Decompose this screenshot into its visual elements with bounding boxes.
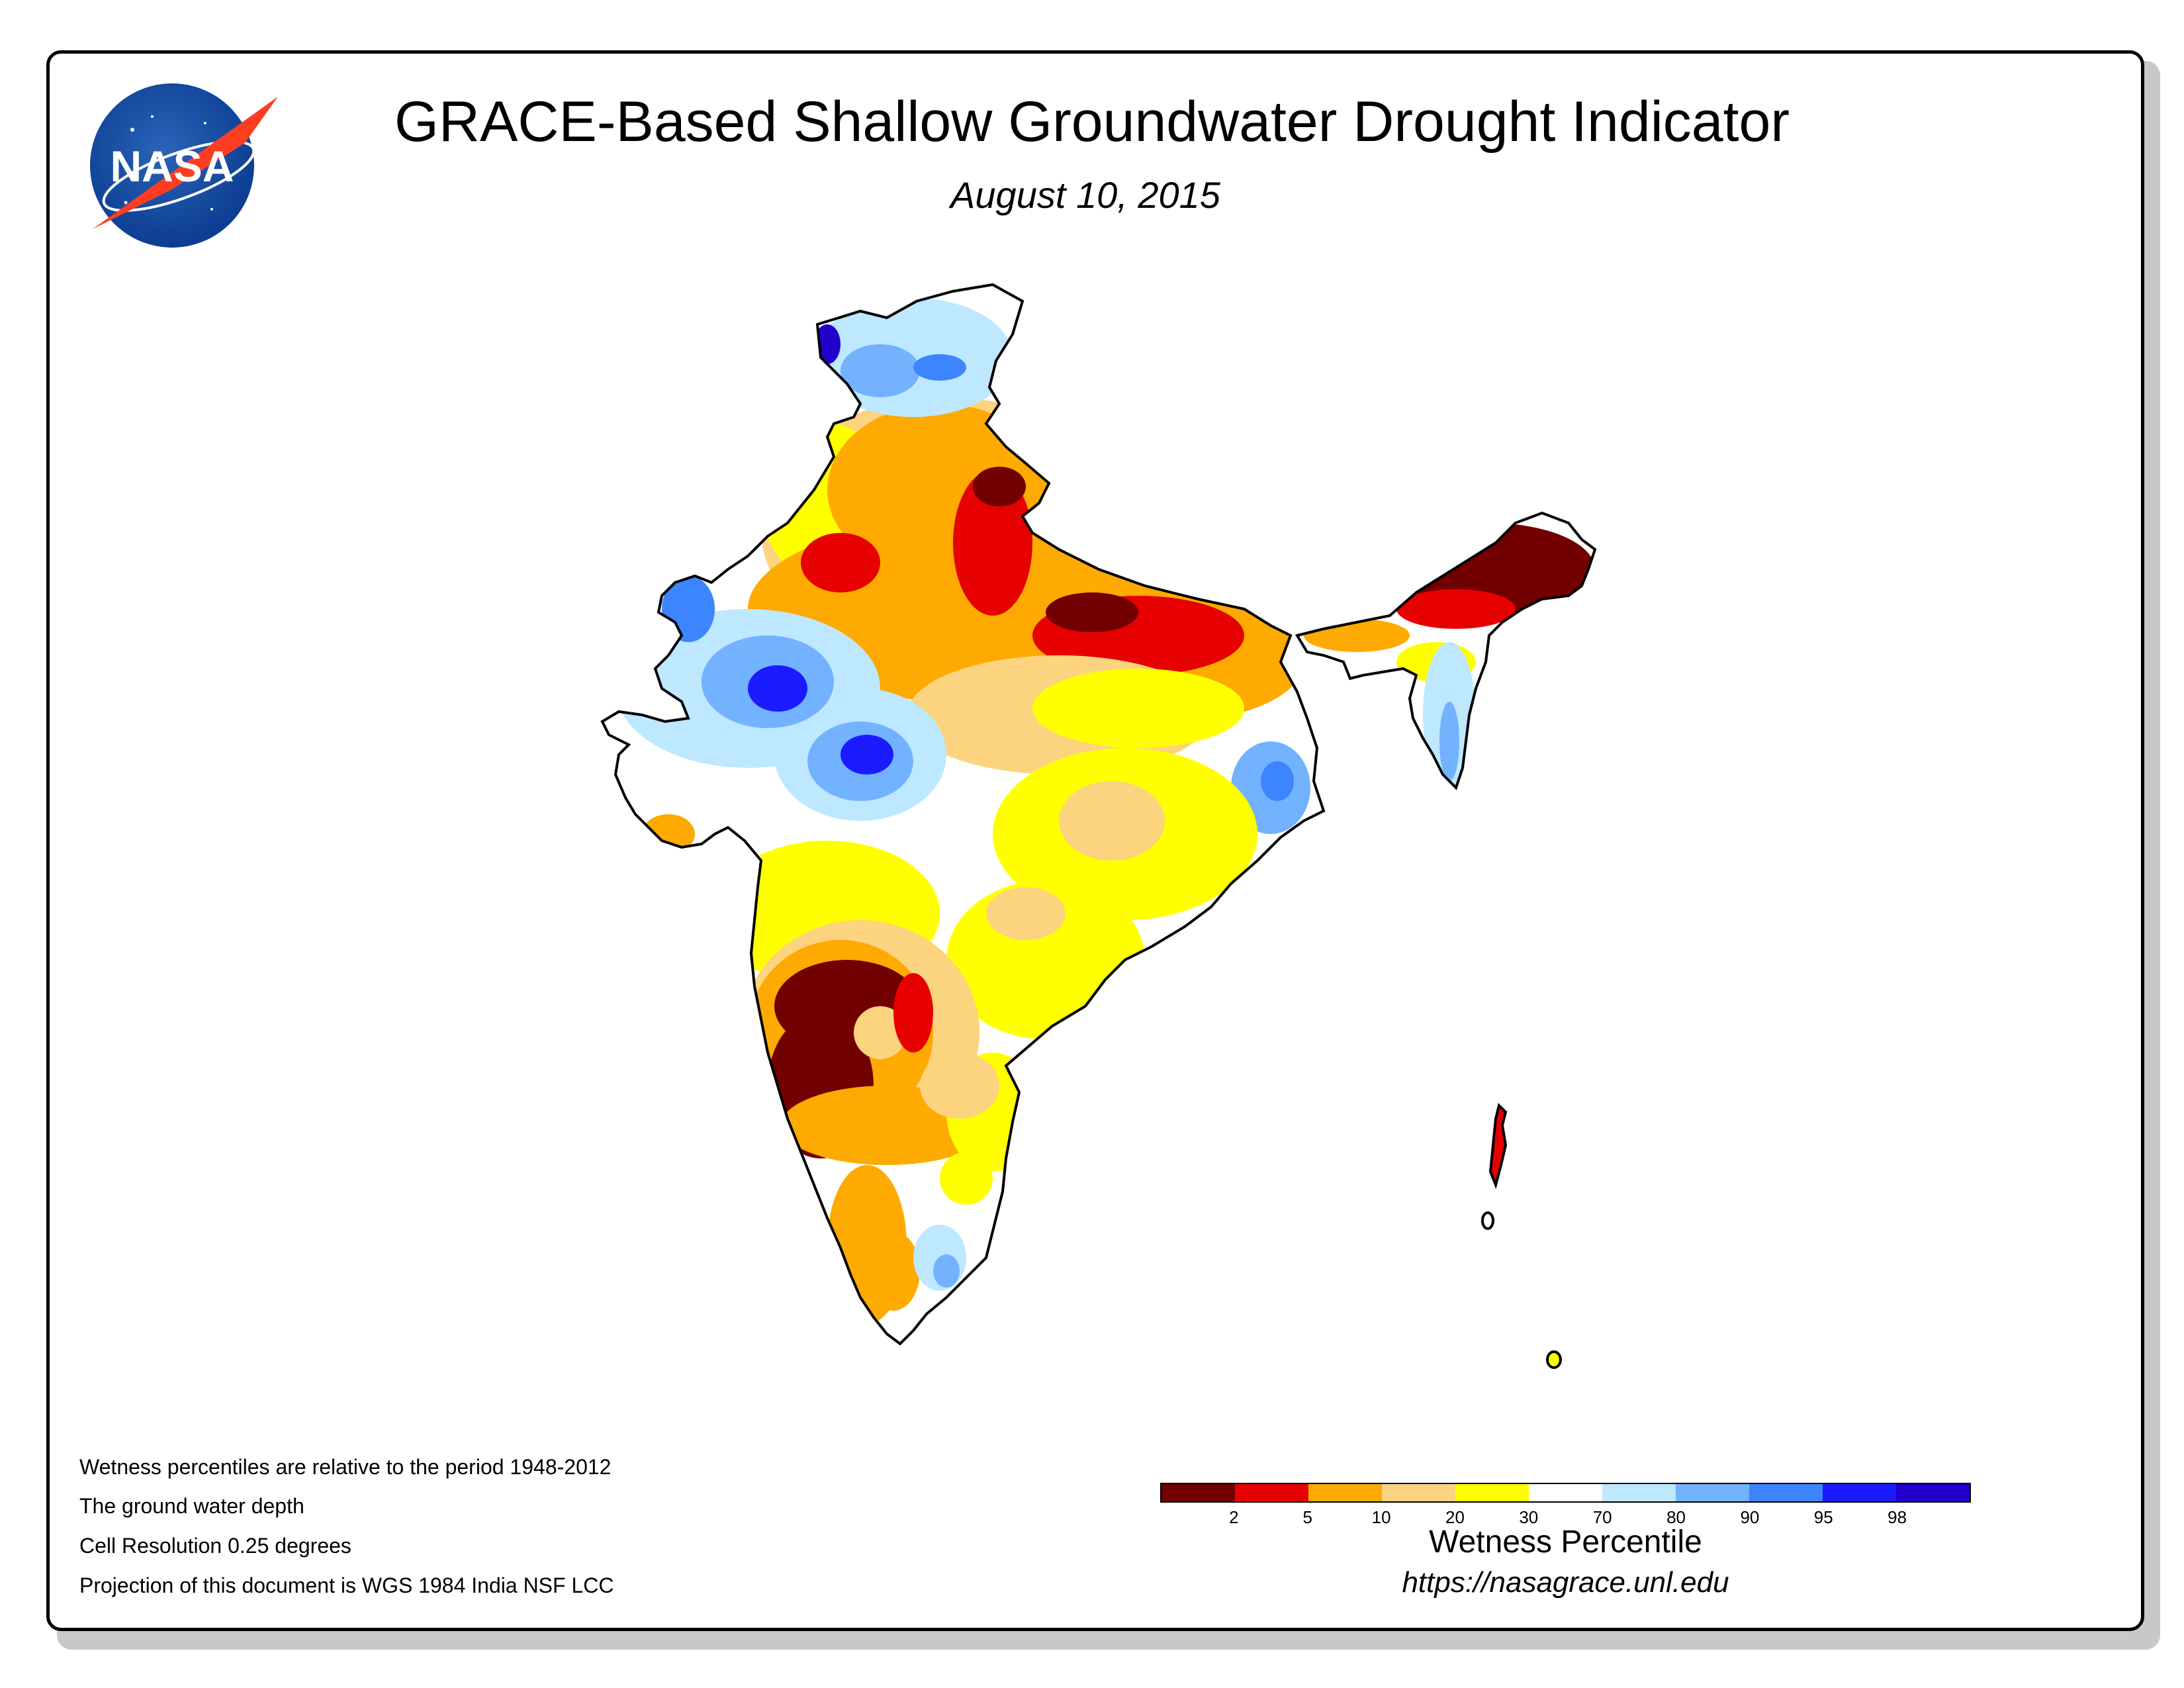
nasa-logo-text: NASA bbox=[110, 142, 234, 191]
note-projection: Projection of this document is WGS 1984 … bbox=[79, 1573, 614, 1597]
legend-tick-label: 5 bbox=[1302, 1507, 1312, 1527]
legend-tick-label: 20 bbox=[1445, 1507, 1465, 1527]
legend-title: Wetness Percentile bbox=[1429, 1524, 1702, 1560]
legend-swatch bbox=[1823, 1484, 1896, 1501]
note-groundwater-depth: The ground water depth bbox=[79, 1494, 304, 1518]
legend-swatch bbox=[1308, 1484, 1382, 1501]
legend-swatch bbox=[1529, 1484, 1602, 1501]
legend-tick-label: 90 bbox=[1740, 1507, 1760, 1527]
legend-swatch bbox=[1602, 1484, 1676, 1501]
legend-swatch bbox=[1749, 1484, 1823, 1501]
note-cell-resolution: Cell Resolution 0.25 degrees bbox=[79, 1534, 351, 1558]
legend-swatch bbox=[1161, 1484, 1235, 1501]
map-title: GRACE-Based Shallow Groundwater Drought … bbox=[394, 90, 1790, 154]
legend-swatch bbox=[1455, 1484, 1529, 1501]
nasa-logo: NASA bbox=[90, 83, 278, 248]
legend-swatch bbox=[1382, 1484, 1455, 1501]
source-url[interactable]: https://nasagrace.unl.edu bbox=[1402, 1566, 1729, 1599]
legend-tick-label: 80 bbox=[1666, 1507, 1686, 1527]
legend-colorbar bbox=[1160, 1483, 1971, 1503]
legend-tick-label: 10 bbox=[1371, 1507, 1391, 1527]
drought-raster bbox=[602, 285, 1595, 1344]
legend-tick-label: 98 bbox=[1888, 1507, 1907, 1527]
legend-tick-label: 2 bbox=[1229, 1507, 1239, 1527]
legend-tick-label: 95 bbox=[1813, 1507, 1833, 1527]
map-date: August 10, 2015 bbox=[950, 174, 1220, 216]
note-percentile-period: Wetness percentiles are relative to the … bbox=[79, 1455, 612, 1479]
legend-swatch bbox=[1235, 1484, 1308, 1501]
legend-tick-label: 30 bbox=[1519, 1507, 1539, 1527]
legend-tick-label: 70 bbox=[1592, 1507, 1612, 1527]
legend-swatch bbox=[1676, 1484, 1749, 1501]
legend-swatch bbox=[1896, 1484, 1970, 1501]
